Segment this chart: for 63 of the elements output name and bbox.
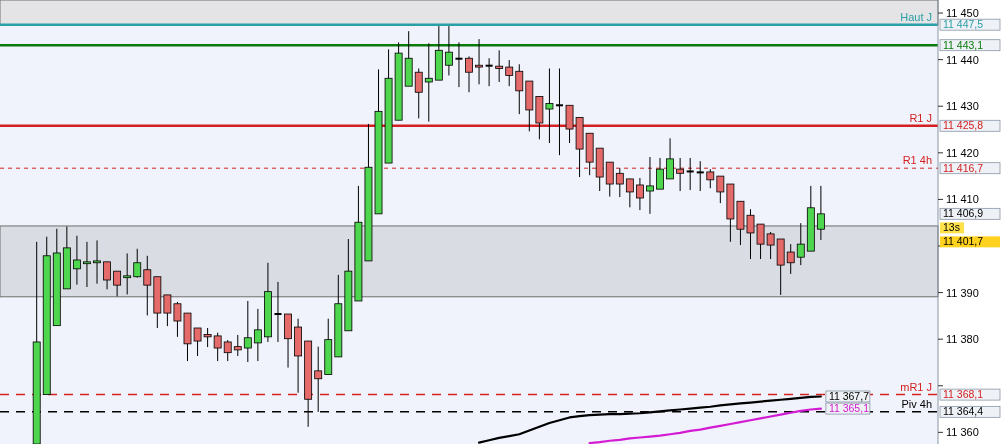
candlestick (816, 185, 825, 241)
candlestick (444, 25, 453, 76)
candlestick (635, 177, 644, 211)
text: 11 364,4 (943, 405, 984, 418)
y-tick-label: 11 430 (946, 100, 979, 113)
text: 11 406,9 (943, 207, 984, 220)
text: 13s (943, 221, 960, 234)
candlestick (605, 161, 614, 198)
y-tick-label: 11 420 (946, 146, 979, 159)
candlestick (475, 38, 483, 85)
candlestick (233, 334, 242, 357)
y-tick-label: 11 450 (946, 7, 979, 20)
candlestick (686, 157, 694, 191)
ref-line-label: Piv 4h (901, 397, 932, 410)
candlestick (133, 248, 142, 279)
candlestick (103, 261, 111, 290)
text: 11 401,7 (943, 235, 984, 248)
candlestick (786, 243, 795, 275)
candlestick (243, 300, 252, 363)
candlestick (455, 41, 463, 88)
candlestick (625, 178, 634, 208)
candlestick (83, 241, 91, 288)
ref-line-label: Haut J (900, 10, 932, 23)
candlestick (113, 270, 122, 297)
candlestick (72, 235, 81, 286)
text: 11 368,1 (943, 388, 984, 401)
text: 11 425,8 (943, 119, 984, 132)
ref-line-label: R1 4h (902, 154, 932, 167)
candlestick (485, 57, 493, 87)
candlestick (143, 255, 152, 316)
y-tick-label: 11 410 (946, 193, 979, 206)
candlestick (676, 157, 685, 192)
y-tick-label: 11 440 (946, 53, 979, 66)
ref-line-label: R1 J (909, 111, 932, 124)
candlestick (123, 252, 132, 295)
text: 11 416,7 (943, 161, 984, 174)
line-series (588, 407, 822, 444)
candlestick (414, 67, 423, 119)
ref-line-label: mR1 J (900, 380, 932, 393)
candlestick (796, 222, 805, 266)
candlestick (465, 55, 473, 93)
candlestick (274, 281, 282, 343)
candlestick (223, 339, 232, 362)
candlestick (646, 156, 654, 215)
y-tick-label: 11 380 (946, 333, 979, 346)
candlestick (656, 157, 664, 190)
candlestick (666, 137, 674, 180)
candlestick (253, 308, 262, 362)
data-label: 11 367,7 (828, 389, 870, 402)
data-label: 11 365,1 (828, 402, 870, 415)
text: 11 447,5 (943, 18, 984, 31)
candlestick (706, 168, 715, 189)
candlestick (555, 67, 563, 156)
y-tick-label: 11 390 (946, 286, 979, 299)
text: 11 443,1 (943, 38, 984, 51)
candlestick (505, 59, 514, 87)
candlestick (93, 239, 101, 285)
candlestick (424, 42, 433, 123)
candlestick (515, 63, 524, 115)
candlestick (615, 167, 624, 198)
candlestick (696, 160, 704, 192)
candlestick (495, 49, 504, 83)
y-tick-label: 11 360 (946, 426, 979, 439)
